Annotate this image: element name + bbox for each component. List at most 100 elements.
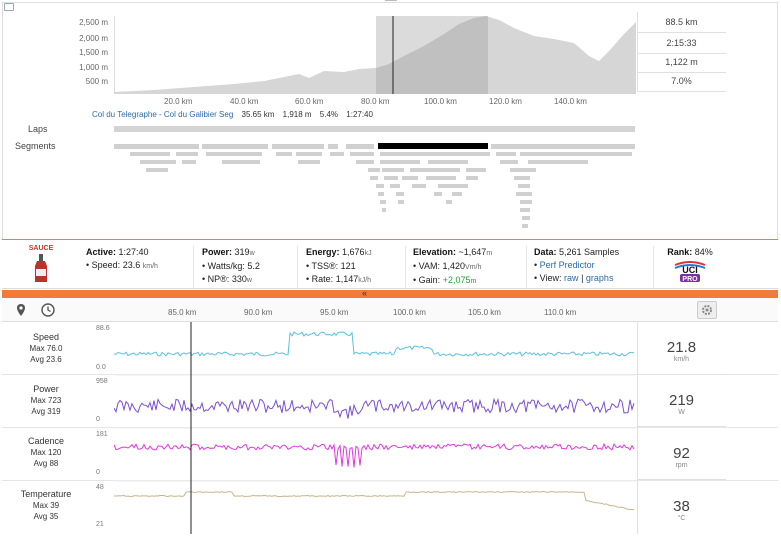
segment-bar[interactable]	[466, 176, 478, 180]
segment-bar[interactable]	[520, 200, 532, 204]
svg-text:PRO: PRO	[682, 276, 698, 283]
segment-bar[interactable]	[398, 200, 404, 204]
stream-x-tick: 90.0 km	[244, 308, 273, 317]
collapse-icon[interactable]: «	[362, 288, 368, 298]
elevation-area	[114, 16, 636, 94]
segment-bar[interactable]	[466, 168, 486, 172]
segment-bar[interactable]	[382, 168, 404, 172]
segment-bar[interactable]	[350, 152, 374, 156]
segment-bar[interactable]	[296, 152, 322, 156]
segment-bar[interactable]	[206, 152, 262, 156]
segment-bar-selected[interactable]	[378, 143, 488, 149]
selection-segment-name[interactable]: Col du Telegraphe - Col du Galibier Seg	[92, 110, 234, 119]
segment-bar[interactable]	[522, 224, 528, 228]
segment-bar[interactable]	[328, 144, 338, 149]
sauce-bottle-icon	[35, 254, 47, 282]
segment-bar[interactable]	[500, 160, 518, 164]
selection-distance: 35.65 km	[241, 110, 275, 119]
active-stats: Active: 1:27:40 • Speed: 23.6 km/h	[82, 246, 194, 288]
stream-values-divider	[637, 322, 638, 534]
segment-bar[interactable]	[114, 144, 199, 149]
stream-x-tick: 85.0 km	[168, 308, 197, 317]
selection-summary: Col du Telegraphe - Col du Galibier Seg …	[92, 110, 373, 119]
segment-bar[interactable]	[390, 184, 400, 188]
laps-label: Laps	[28, 124, 48, 134]
x-tick: 120.0 km	[489, 97, 522, 106]
segment-bar[interactable]	[276, 152, 292, 156]
segment-bar[interactable]	[496, 152, 516, 156]
segment-bar[interactable]	[298, 160, 320, 164]
segment-bar[interactable]	[182, 160, 196, 164]
stat-duration: 2:15:33	[637, 33, 726, 54]
activity-info-panel: SAUCE Active: 1:27:40 • Speed: 23.6 km/h…	[2, 239, 778, 289]
segment-bar[interactable]	[368, 168, 380, 172]
lap-bar[interactable]	[114, 126, 635, 132]
segment-bar[interactable]	[452, 192, 462, 196]
segment-bar[interactable]	[518, 184, 530, 188]
segment-bar[interactable]	[438, 184, 468, 188]
segment-bar[interactable]	[146, 168, 168, 172]
segment-bar[interactable]	[514, 176, 530, 180]
clock-icon	[41, 303, 55, 317]
clock-button[interactable]	[40, 302, 56, 318]
selection-grade: 5.4%	[319, 110, 339, 119]
speed-line	[114, 331, 635, 357]
settings-button[interactable]	[697, 301, 717, 319]
segment-bar[interactable]	[376, 184, 384, 188]
y-tick: 500 m	[85, 77, 108, 86]
segment-bar[interactable]	[140, 160, 176, 164]
power-current: 219 W	[637, 375, 726, 427]
segment-bar[interactable]	[272, 144, 324, 149]
view-graphs-link[interactable]: graphs	[585, 273, 614, 283]
segment-bar[interactable]	[384, 176, 398, 180]
y-tick: 1,000 m	[79, 63, 108, 72]
speed-axis-bottom: 0.0	[96, 364, 106, 371]
segment-bar[interactable]	[396, 192, 404, 196]
y-tick: 2,000 m	[79, 34, 108, 43]
segment-bar[interactable]	[520, 152, 632, 156]
segment-bar[interactable]	[522, 216, 530, 220]
speed-current: 21.8 km/h	[637, 322, 726, 375]
segment-bar[interactable]	[356, 160, 374, 164]
window-menu-icon[interactable]	[4, 3, 14, 11]
segment-bar[interactable]	[346, 144, 374, 149]
x-tick: 140.0 km	[554, 97, 587, 106]
perf-predictor-link[interactable]: Perf Predictor	[539, 260, 595, 270]
segment-bar[interactable]	[176, 152, 198, 156]
stream-charts[interactable]	[114, 322, 636, 534]
segment-bar[interactable]	[446, 200, 452, 204]
segment-bar[interactable]	[491, 144, 635, 149]
segment-bar[interactable]	[382, 208, 386, 212]
segment-bar[interactable]	[426, 176, 456, 180]
segment-bar[interactable]	[528, 160, 588, 164]
segment-bar[interactable]	[130, 152, 170, 156]
gear-icon	[702, 305, 712, 315]
segment-bar[interactable]	[410, 168, 460, 172]
segment-bar[interactable]	[412, 184, 426, 188]
segment-bar[interactable]	[370, 176, 378, 180]
segment-bar[interactable]	[434, 192, 442, 196]
segment-bar[interactable]	[378, 192, 384, 196]
data-stats: Data: 5,261 Samples • Perf Predictor • V…	[530, 246, 654, 288]
elevation-profile-chart[interactable]	[114, 16, 636, 94]
y-tick: 2,500 m	[79, 18, 108, 27]
temperature-line	[114, 490, 635, 511]
segments-label: Segments	[15, 141, 56, 151]
segment-bar[interactable]	[380, 160, 420, 164]
stream-x-tick: 110.0 km	[544, 308, 577, 317]
segment-bar[interactable]	[510, 168, 536, 172]
selection-window	[376, 16, 488, 94]
segment-bar[interactable]	[330, 152, 344, 156]
segment-bar[interactable]	[516, 192, 532, 196]
segment-bar[interactable]	[222, 160, 260, 164]
segment-bar[interactable]	[402, 176, 418, 180]
panel-collapse-bar[interactable]: «	[2, 288, 778, 298]
map-pin-button[interactable]	[13, 302, 29, 318]
segment-bar[interactable]	[202, 144, 268, 149]
segment-bar[interactable]	[428, 160, 468, 164]
view-raw-link[interactable]: raw	[564, 273, 579, 283]
segment-bar[interactable]	[520, 208, 530, 212]
segment-bar[interactable]	[380, 152, 490, 156]
segment-bar[interactable]	[380, 200, 386, 204]
map-pin-icon	[17, 304, 25, 316]
